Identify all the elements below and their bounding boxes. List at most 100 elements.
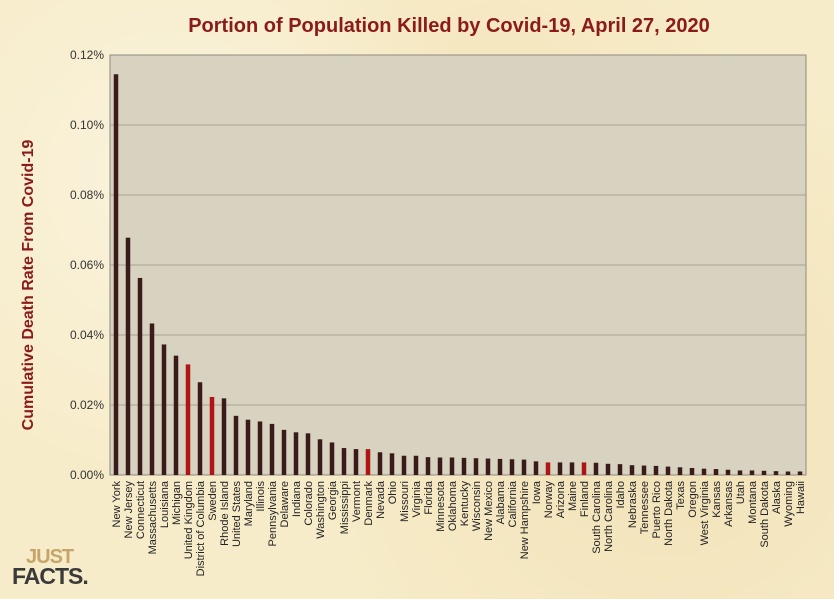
x-tick-label: Kansas — [711, 481, 723, 518]
x-tick-label: Georgia — [327, 480, 339, 520]
x-tick-label: Maine — [567, 481, 579, 511]
x-tick-label: Maryland — [243, 481, 255, 526]
bar — [329, 442, 335, 475]
x-tick-label: Nebraska — [627, 480, 639, 528]
bar — [305, 433, 311, 475]
x-tick-label: New Mexico — [483, 481, 495, 541]
x-tick-label: Nevada — [375, 480, 387, 519]
bar — [173, 355, 179, 475]
bar — [761, 470, 767, 475]
x-tick-label: Minnesota — [435, 480, 447, 532]
bar — [485, 458, 491, 475]
bar — [137, 277, 143, 475]
x-tick-label: Rhode Island — [219, 481, 231, 546]
x-tick-label: United States — [231, 481, 243, 548]
x-tick-label: North Carolina — [603, 480, 615, 552]
y-tick-label: 0.00% — [70, 468, 104, 482]
x-tick-label: Kentucky — [459, 481, 471, 527]
x-tick-label: Illinois — [255, 481, 267, 512]
y-tick-label: 0.10% — [70, 118, 104, 132]
bar — [569, 462, 575, 475]
x-tick-label: Massachusetts — [147, 481, 159, 555]
x-tick-label: District of Columbia — [195, 480, 207, 576]
y-tick-label: 0.06% — [70, 258, 104, 272]
bar — [245, 419, 251, 475]
bar — [641, 465, 647, 475]
x-tick-label: Mississippi — [339, 481, 351, 534]
bar — [197, 382, 203, 475]
x-tick-label: Idaho — [615, 481, 627, 509]
bar — [401, 455, 407, 475]
bar — [317, 439, 323, 475]
x-tick-label: Connecticut — [135, 481, 147, 539]
x-tick-label: Washington — [315, 481, 327, 539]
bar — [437, 457, 443, 475]
x-tick-label: Iowa — [531, 480, 543, 504]
x-tick-label: California — [507, 480, 519, 527]
y-tick-labels: 0.00% 0.02% 0.04% 0.06% 0.08% 0.10% 0.12% — [70, 48, 104, 482]
bar — [161, 344, 167, 475]
bar — [677, 467, 683, 475]
x-tick-label: West Virginia — [699, 480, 711, 545]
bars — [113, 74, 803, 475]
bar — [521, 459, 527, 475]
bar — [473, 458, 479, 475]
x-tick-label: United Kingdom — [183, 481, 195, 559]
x-tick-label: New Jersey — [123, 481, 135, 539]
bar — [725, 469, 731, 475]
x-tick-label: South Dakota — [759, 480, 771, 548]
bar — [221, 398, 227, 475]
bar — [449, 457, 455, 475]
bar — [749, 470, 755, 475]
x-tick-label: Michigan — [171, 481, 183, 525]
bar — [497, 458, 503, 475]
x-tick-label: Puerto Rico — [651, 481, 663, 538]
bar — [545, 462, 551, 475]
bar — [209, 396, 215, 475]
bar — [653, 465, 659, 475]
bar — [341, 448, 347, 475]
bar — [149, 323, 155, 475]
x-tick-label: Alaska — [771, 480, 783, 514]
x-tick-label: Hawaii — [795, 481, 807, 514]
chart-title: Portion of Population Killed by Covid-19… — [188, 15, 710, 37]
y-tick-label: 0.12% — [70, 48, 104, 62]
bar — [125, 237, 131, 475]
bar — [797, 471, 803, 475]
x-tick-label: Pennsylvania — [267, 480, 279, 546]
x-tick-label: Tennessee — [639, 481, 651, 534]
x-tick-label: Vermont — [351, 481, 363, 522]
x-tick-label: Alabama — [495, 480, 507, 524]
y-tick-label: 0.04% — [70, 328, 104, 342]
x-tick-label: Sweden — [207, 481, 219, 521]
bar — [425, 457, 431, 475]
x-tick-label: Colorado — [303, 481, 315, 526]
x-tick-label: Oregon — [687, 481, 699, 518]
x-tick-label: Missouri — [399, 481, 411, 522]
bar — [113, 74, 119, 475]
x-tick-label: Delaware — [279, 481, 291, 527]
x-tick-label: Norway — [543, 481, 555, 519]
bar — [665, 466, 671, 475]
bar — [785, 471, 791, 475]
x-tick-label: Montana — [747, 480, 759, 524]
x-tick-label: Wyoming — [783, 481, 795, 527]
bar — [533, 461, 539, 475]
bar — [413, 455, 419, 475]
x-tick-label: Arizona — [555, 480, 567, 518]
bar — [365, 449, 371, 475]
x-tick-label: New York — [111, 481, 123, 528]
x-tick-label: Utah — [735, 481, 747, 504]
x-tick-label: South Carolina — [591, 480, 603, 554]
logo-line-1: JUST — [26, 546, 74, 568]
x-tick-label: Texas — [675, 481, 687, 510]
bar — [593, 462, 599, 475]
bar — [269, 423, 275, 475]
bar — [353, 449, 359, 475]
bar — [689, 468, 695, 475]
bar — [605, 463, 611, 475]
bar — [557, 462, 563, 475]
bar — [629, 465, 635, 475]
bar — [581, 462, 587, 475]
